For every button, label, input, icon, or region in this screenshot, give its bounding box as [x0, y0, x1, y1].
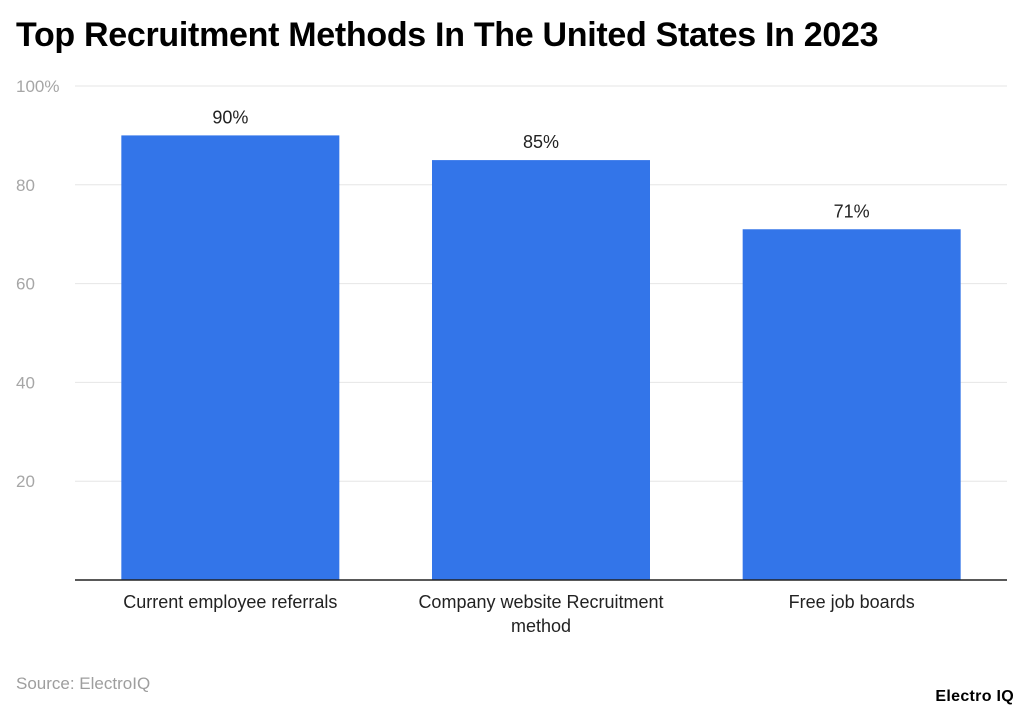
value-labels: 90% 85% 71%	[212, 107, 869, 221]
value-label: 71%	[834, 201, 870, 221]
y-tick-label: 20	[16, 472, 35, 491]
y-axis-tick-labels: 20 40 60 80 100%	[16, 77, 59, 491]
bar	[742, 229, 961, 580]
y-tick-label: 40	[16, 373, 35, 392]
source-note: Source: ElectroIQ	[16, 674, 151, 693]
electroiq-logo: Electro IQ	[935, 688, 1014, 705]
value-label: 90%	[212, 107, 248, 127]
bar	[121, 135, 340, 580]
chart-title: Top Recruitment Methods In The United St…	[16, 16, 879, 54]
category-labels: Current employee referrals Company websit…	[123, 592, 914, 636]
bars	[121, 135, 961, 580]
category-label: Free job boards	[789, 592, 915, 612]
bar-chart: 20 40 60 80 100% 90% 85% 71% Current employee …	[16, 77, 1007, 636]
y-tick-label: 60	[16, 275, 35, 294]
y-tick-label: 100%	[16, 77, 59, 96]
bar	[432, 160, 650, 580]
y-tick-label: 80	[16, 176, 35, 195]
category-label: Current employee referrals	[123, 592, 337, 612]
value-label: 85%	[523, 132, 559, 152]
category-label: Company website Recruitment method	[418, 592, 663, 636]
